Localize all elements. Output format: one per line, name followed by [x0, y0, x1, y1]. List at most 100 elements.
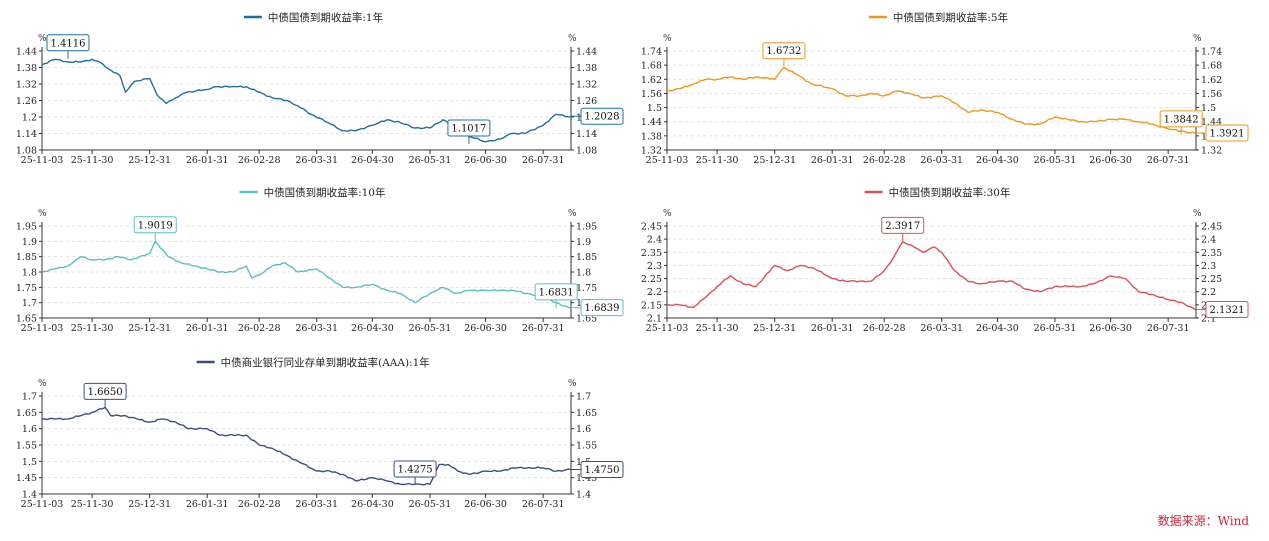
- series-line: [666, 241, 1197, 311]
- y-unit-right: %: [1193, 209, 1202, 219]
- callout-box: [1205, 124, 1249, 142]
- y-tick-label-right: 1.65: [576, 408, 597, 419]
- x-tick-label: 26-04-30: [351, 323, 394, 334]
- x-tick-label: 25-12-31: [128, 323, 171, 334]
- y-tick-label-left: 1.8: [22, 268, 37, 279]
- callout-box: [1205, 301, 1249, 319]
- callout-label: 2.3917: [885, 221, 920, 232]
- chart-panel-2: 中债国债到期收益率:5年% %1.74 1.741.68 1.681.62 1.621.…: [641, 11, 1249, 166]
- callout-box: [580, 461, 624, 478]
- y-tick-label-right: 2.35: [1201, 248, 1222, 259]
- y-tick-label-right: 1.44: [576, 47, 597, 58]
- x-tick-label: 26-05-31: [409, 499, 452, 510]
- x-tick-label: 26-04-30: [976, 323, 1019, 334]
- y-tick-label-left: 1.55: [16, 441, 37, 452]
- y-tick-label-left: 1.56: [641, 89, 662, 100]
- y-tick-label-left: 1.45: [16, 473, 37, 484]
- x-tick-label: 26-01-31: [186, 499, 229, 510]
- y-unit-left: %: [663, 209, 672, 219]
- y-unit-left: %: [38, 379, 47, 389]
- x-tick-label: 26-06-30: [464, 155, 507, 166]
- x-tick-label: 26-06-30: [464, 323, 507, 334]
- chart-panel-5: 中债商业银行同业存单到期收益率(AAA):1年% %1.7 1.71.65 1.651…: [16, 356, 624, 510]
- callout-label: 1.4275: [398, 465, 433, 476]
- y-tick-label-right: 1.75: [576, 283, 597, 294]
- callout-label: 1.2028: [585, 112, 620, 123]
- callout-box: [881, 216, 925, 234]
- x-tick-label: 26-05-31: [409, 323, 452, 334]
- x-tick-label: 26-03-31: [295, 155, 338, 166]
- x-tick-label: 25-12-31: [753, 323, 796, 334]
- y-tick-label-right: 1.68: [1201, 61, 1222, 72]
- y-tick-label-left: 1.32: [16, 80, 37, 91]
- y-unit-right: %: [1193, 34, 1202, 44]
- y-tick-label-right: 1.56: [1201, 89, 1222, 100]
- callout-label: 1.3842: [1164, 114, 1199, 125]
- chart-title: 中债商业银行同业存单到期收益率(AAA):1年: [221, 356, 430, 369]
- y-tick-label-right: 1.08: [576, 146, 597, 157]
- data-source-label: 数据来源：Wind: [1157, 514, 1249, 528]
- y-unit-left: %: [38, 34, 47, 44]
- x-tick-label: 25-11-03: [646, 323, 689, 334]
- y-tick-label-right: 2.2: [1201, 287, 1216, 298]
- callout-label: 1.3921: [1210, 129, 1245, 140]
- y-tick-label-right: 1.8: [576, 268, 591, 279]
- y-tick-label-right: 1.26: [576, 96, 597, 107]
- x-tick-label: 25-11-03: [646, 155, 689, 166]
- y-unit-left: %: [663, 34, 672, 44]
- y-tick-label-right: 1.45: [576, 473, 597, 484]
- x-tick-label: 25-11-03: [21, 499, 64, 510]
- x-tick-label: 25-11-30: [71, 155, 114, 166]
- y-unit-left: %: [38, 209, 47, 219]
- y-tick-label-left: 1.5: [647, 103, 662, 114]
- y-tick-label-right: 1.74: [1201, 47, 1222, 58]
- x-tick-label: 26-06-30: [1089, 155, 1132, 166]
- x-tick-label: 26-05-31: [409, 155, 452, 166]
- x-tick-label: 26-02-28: [238, 499, 281, 510]
- y-tick-label-right: 2.3: [1201, 261, 1216, 272]
- y-tick-label-left: 2.4: [647, 235, 662, 246]
- y-tick-label-left: 1.44: [641, 117, 662, 128]
- y-unit-right: %: [568, 34, 577, 44]
- series-line: [41, 240, 572, 310]
- x-tick-label: 26-01-31: [811, 155, 854, 166]
- y-tick-label-left: 1.62: [641, 75, 662, 86]
- y-tick-label-right: 1.14: [576, 129, 597, 140]
- x-tick-label: 26-02-28: [238, 323, 281, 334]
- y-tick-label-right: 1.6: [576, 424, 591, 435]
- y-tick-label-left: 1.38: [16, 63, 37, 74]
- y-tick-label-right: 2.25: [1201, 274, 1222, 285]
- series-line: [666, 66, 1197, 135]
- y-tick-label-left: 1.26: [16, 96, 37, 107]
- y-tick-label-right: 1.9: [576, 237, 591, 248]
- y-tick-label-left: 1.7: [22, 298, 37, 309]
- x-tick-label: 26-03-31: [295, 323, 338, 334]
- y-tick-label-left: 2.45: [641, 222, 662, 233]
- x-tick-label: 26-02-28: [863, 155, 906, 166]
- callout-label: 1.4750: [585, 465, 620, 476]
- y-tick-label-right: 2.45: [1201, 222, 1222, 233]
- callout-label: 1.6732: [766, 46, 801, 57]
- y-tick-label-left: 1.14: [16, 129, 37, 140]
- callout-box: [393, 460, 437, 478]
- y-tick-label-left: 1.65: [16, 314, 37, 325]
- x-tick-label: 26-04-30: [351, 155, 394, 166]
- y-tick-label-left: 2.3: [647, 261, 662, 272]
- callout-box: [133, 216, 177, 234]
- y-tick-label-left: 1.4: [22, 490, 37, 501]
- x-tick-label: 26-07-31: [522, 155, 565, 166]
- x-tick-label: 26-02-28: [238, 155, 281, 166]
- chart-panel-1: 中债国债到期收益率:1年% %1.44 1.441.38 1.381.32 1.321.…: [16, 11, 624, 166]
- y-tick-label-right: 1.65: [576, 314, 597, 325]
- x-tick-label: 26-07-31: [1147, 155, 1190, 166]
- x-tick-label: 26-06-30: [1089, 323, 1132, 334]
- y-tick-label-left: 1.2: [22, 113, 37, 124]
- y-tick-label-left: 2.1: [647, 314, 662, 325]
- callout-label: 2.1321: [1210, 305, 1245, 316]
- x-tick-label: 26-04-30: [351, 499, 394, 510]
- y-tick-label-left: 2.15: [641, 300, 662, 311]
- y-tick-label-left: 1.38: [641, 131, 662, 142]
- y-tick-label-left: 2.25: [641, 274, 662, 285]
- y-unit-right: %: [568, 209, 577, 219]
- y-tick-label-left: 1.32: [641, 146, 662, 157]
